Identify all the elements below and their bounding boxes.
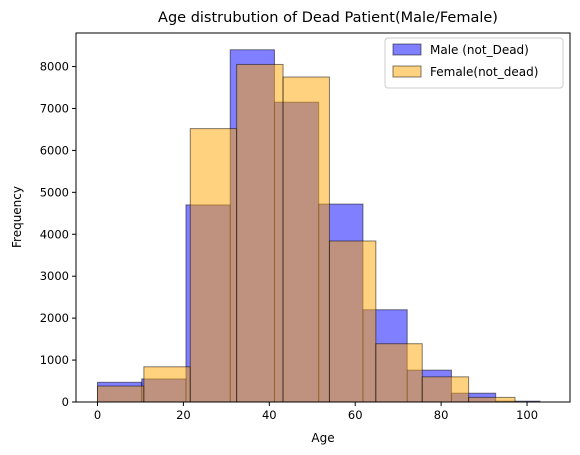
chart-title: Age distrubution of Dead Patient(Male/Fe…	[158, 10, 498, 26]
y-tick-label-0: 0	[62, 395, 69, 409]
legend-box	[384, 37, 564, 89]
x-tick-label-60: 60	[348, 408, 363, 422]
legend-swatch-male	[392, 43, 422, 56]
y-tick-label-3000: 3000	[40, 269, 69, 283]
legend: Male (not_Dead) Female(not_dead)	[384, 37, 564, 89]
bar-female-4	[282, 76, 330, 403]
legend-label-male: Male (not_Dead)	[430, 43, 529, 57]
y-tick-label-7000: 7000	[40, 101, 69, 115]
plot-frame	[75, 32, 571, 403]
y-tick-label-6000: 6000	[40, 143, 69, 157]
x-tick-label-100: 100	[516, 408, 538, 422]
legend-label-female: Female(not_dead)	[430, 65, 538, 79]
y-tick-label-2000: 2000	[40, 311, 69, 325]
y-tick-label-1000: 1000	[40, 353, 69, 367]
x-tick-label-0: 0	[94, 408, 101, 422]
y-axis-ticks: 0 1000 2000 3000 4000 5000 6000 7000 8000	[40, 60, 76, 409]
bar-female-2	[189, 128, 238, 403]
bar-female-5	[328, 240, 377, 403]
x-tick-label-20: 20	[176, 408, 191, 422]
bar-female-3	[236, 63, 284, 403]
x-tick-label-80: 80	[434, 408, 449, 422]
bar-female-6	[375, 343, 423, 403]
x-axis-label: Age	[311, 431, 334, 445]
bar-female-0	[96, 385, 145, 403]
bar-female-7	[421, 376, 470, 403]
y-tick-label-5000: 5000	[40, 185, 69, 199]
y-tick-label-4000: 4000	[40, 227, 69, 241]
x-tick-label-40: 40	[262, 408, 277, 422]
bar-female-1	[143, 366, 191, 403]
x-axis-ticks: 0 20 40 60 80 100	[94, 402, 538, 422]
y-tick-label-8000: 8000	[40, 60, 69, 74]
y-axis-label: Frequency	[10, 186, 24, 248]
legend-swatch-female	[392, 65, 422, 78]
bar-female-8	[468, 396, 516, 403]
histogram-bars	[96, 49, 541, 403]
